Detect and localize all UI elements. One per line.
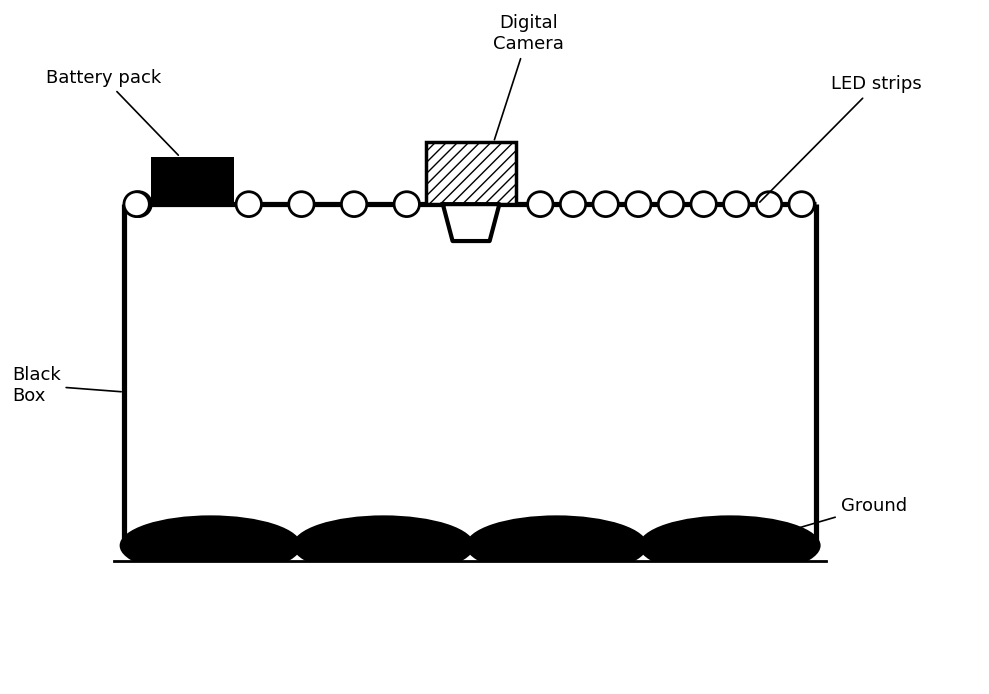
Bar xyxy=(426,142,516,204)
Ellipse shape xyxy=(789,192,814,217)
Text: Ground: Ground xyxy=(741,497,907,545)
Bar xyxy=(151,158,234,204)
Ellipse shape xyxy=(394,192,419,217)
Ellipse shape xyxy=(124,192,149,217)
Ellipse shape xyxy=(691,192,716,217)
Ellipse shape xyxy=(626,192,651,217)
Text: Figure 3:  Block diagram of the box setup for fractal analysis.: Figure 3: Block diagram of the box setup… xyxy=(189,651,800,669)
Text: LED strips: LED strips xyxy=(760,76,922,202)
Ellipse shape xyxy=(659,192,683,217)
Bar xyxy=(105,561,855,687)
Ellipse shape xyxy=(120,516,302,576)
Ellipse shape xyxy=(289,192,315,217)
Ellipse shape xyxy=(639,516,821,576)
Ellipse shape xyxy=(724,192,749,217)
Ellipse shape xyxy=(126,192,151,217)
Text: Digital
Camera: Digital Camera xyxy=(494,15,564,139)
Ellipse shape xyxy=(593,192,618,217)
Ellipse shape xyxy=(528,192,553,217)
Polygon shape xyxy=(443,204,499,241)
Ellipse shape xyxy=(561,192,585,217)
Text: Battery pack: Battery pack xyxy=(45,69,178,155)
Ellipse shape xyxy=(293,516,475,576)
Ellipse shape xyxy=(341,192,367,217)
Ellipse shape xyxy=(466,516,648,576)
Text: Black
Box: Black Box xyxy=(12,366,122,405)
Ellipse shape xyxy=(236,192,261,217)
Ellipse shape xyxy=(757,192,781,217)
